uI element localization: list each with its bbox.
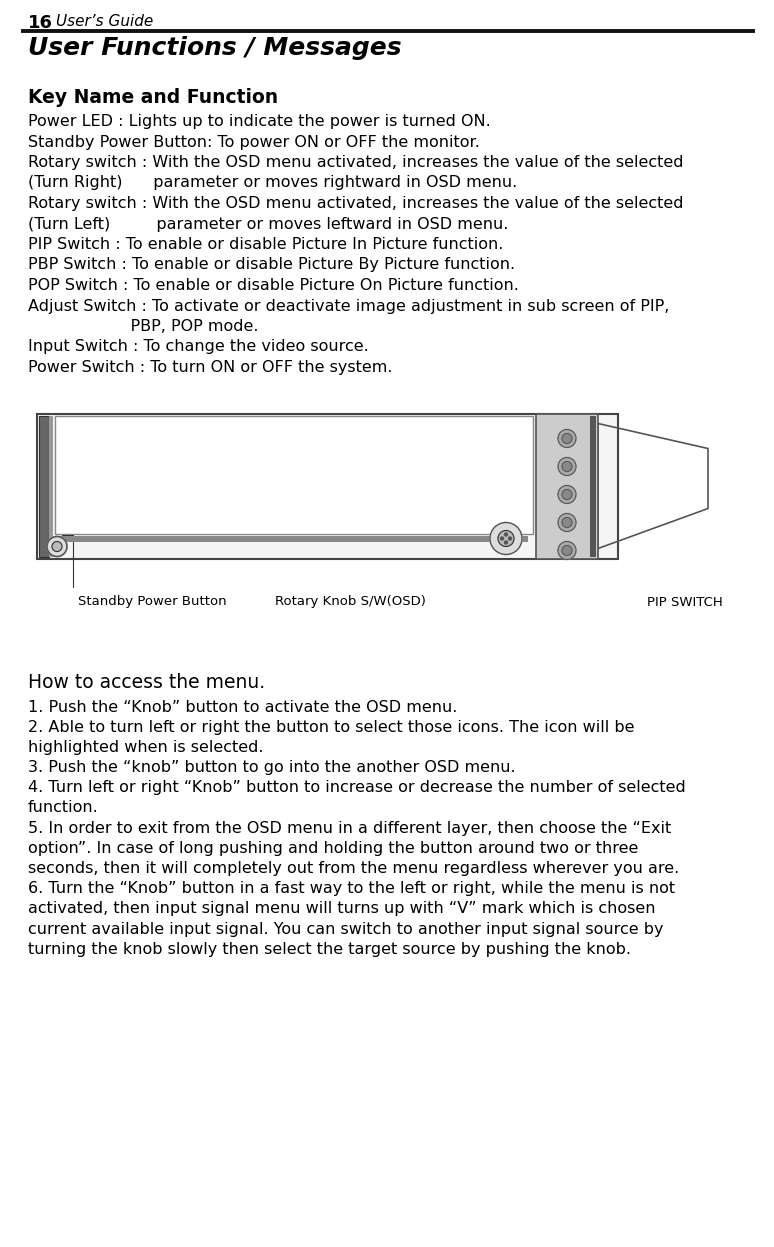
Circle shape xyxy=(501,537,504,540)
Circle shape xyxy=(562,545,572,555)
Text: 6. Turn the “Knob” button in a fast way to the left or right, while the menu is : 6. Turn the “Knob” button in a fast way … xyxy=(28,882,675,897)
Circle shape xyxy=(558,429,576,448)
Circle shape xyxy=(490,522,522,555)
Circle shape xyxy=(52,541,62,551)
Text: function.: function. xyxy=(28,801,99,816)
Circle shape xyxy=(562,461,572,471)
Bar xyxy=(49,415,53,556)
Text: 1. Push the “Knob” button to activate the OSD menu.: 1. Push the “Knob” button to activate th… xyxy=(28,700,457,715)
Text: 3. Push the “knob” button to go into the another OSD menu.: 3. Push the “knob” button to go into the… xyxy=(28,761,515,776)
Text: PBP, POP mode.: PBP, POP mode. xyxy=(28,319,259,334)
Text: activated, then input signal menu will turns up with “V” mark which is chosen: activated, then input signal menu will t… xyxy=(28,902,656,917)
Text: Power Switch : To turn ON or OFF the system.: Power Switch : To turn ON or OFF the sys… xyxy=(28,360,392,375)
Circle shape xyxy=(562,490,572,500)
Text: 16: 16 xyxy=(28,14,53,32)
Text: Key Name and Function: Key Name and Function xyxy=(28,89,278,107)
Bar xyxy=(37,414,618,559)
Bar xyxy=(55,415,533,534)
Circle shape xyxy=(558,541,576,560)
Text: highlighted when is selected.: highlighted when is selected. xyxy=(28,739,263,754)
Bar xyxy=(39,415,49,556)
Text: User’s Guide: User’s Guide xyxy=(56,14,153,29)
Text: (Turn Left)         parameter or moves leftward in OSD menu.: (Turn Left) parameter or moves leftward … xyxy=(28,217,509,232)
Circle shape xyxy=(558,458,576,475)
Text: Rotary Knob S/W(OSD): Rotary Knob S/W(OSD) xyxy=(275,596,426,609)
Circle shape xyxy=(509,537,512,540)
Text: Standby Power Button: Standby Power Button xyxy=(78,596,227,609)
Circle shape xyxy=(505,532,508,536)
Text: (Turn Right)      parameter or moves rightward in OSD menu.: (Turn Right) parameter or moves rightwar… xyxy=(28,176,517,191)
Circle shape xyxy=(562,434,572,444)
Bar xyxy=(37,414,618,559)
Text: seconds, then it will completely out from the menu regardless wherever you are.: seconds, then it will completely out fro… xyxy=(28,862,680,877)
Bar xyxy=(590,415,596,556)
Text: User Functions / Messages: User Functions / Messages xyxy=(28,36,402,60)
Text: Rotary switch : With the OSD menu activated, increases the value of the selected: Rotary switch : With the OSD menu activa… xyxy=(28,196,683,211)
Text: current available input signal. You can switch to another input signal source by: current available input signal. You can … xyxy=(28,922,663,936)
Circle shape xyxy=(505,541,508,544)
Text: PIP SWITCH: PIP SWITCH xyxy=(647,596,723,609)
Text: 2. Able to turn left or right the button to select those icons. The icon will be: 2. Able to turn left or right the button… xyxy=(28,720,635,734)
Bar xyxy=(536,414,598,559)
Text: Standby Power Button: To power ON or OFF the monitor.: Standby Power Button: To power ON or OFF… xyxy=(28,135,480,150)
Text: POP Switch : To enable or disable Picture On Picture function.: POP Switch : To enable or disable Pictur… xyxy=(28,278,519,293)
Text: turning the knob slowly then select the target source by pushing the knob.: turning the knob slowly then select the … xyxy=(28,941,631,956)
Text: option”. In case of long pushing and holding the button around two or three: option”. In case of long pushing and hol… xyxy=(28,840,639,855)
Text: Input Switch : To change the video source.: Input Switch : To change the video sourc… xyxy=(28,339,368,354)
Text: Power LED : Lights up to indicate the power is turned ON.: Power LED : Lights up to indicate the po… xyxy=(28,113,491,128)
Text: 5. In order to exit from the OSD menu in a different layer, then choose the “Exi: 5. In order to exit from the OSD menu in… xyxy=(28,821,671,835)
Circle shape xyxy=(47,536,67,556)
Circle shape xyxy=(498,530,514,546)
Text: Rotary switch : With the OSD menu activated, increases the value of the selected: Rotary switch : With the OSD menu activa… xyxy=(28,155,683,170)
Circle shape xyxy=(562,518,572,527)
Circle shape xyxy=(558,485,576,504)
Text: PBP Switch : To enable or disable Picture By Picture function.: PBP Switch : To enable or disable Pictur… xyxy=(28,257,515,273)
Text: How to access the menu.: How to access the menu. xyxy=(28,673,265,692)
Bar xyxy=(60,535,528,541)
Text: Adjust Switch : To activate or deactivate image adjustment in sub screen of PIP,: Adjust Switch : To activate or deactivat… xyxy=(28,298,670,313)
Text: PIP Switch : To enable or disable Picture In Picture function.: PIP Switch : To enable or disable Pictur… xyxy=(28,237,503,252)
Text: 4. Turn left or right “Knob” button to increase or decrease the number of select: 4. Turn left or right “Knob” button to i… xyxy=(28,781,686,796)
Circle shape xyxy=(558,514,576,531)
